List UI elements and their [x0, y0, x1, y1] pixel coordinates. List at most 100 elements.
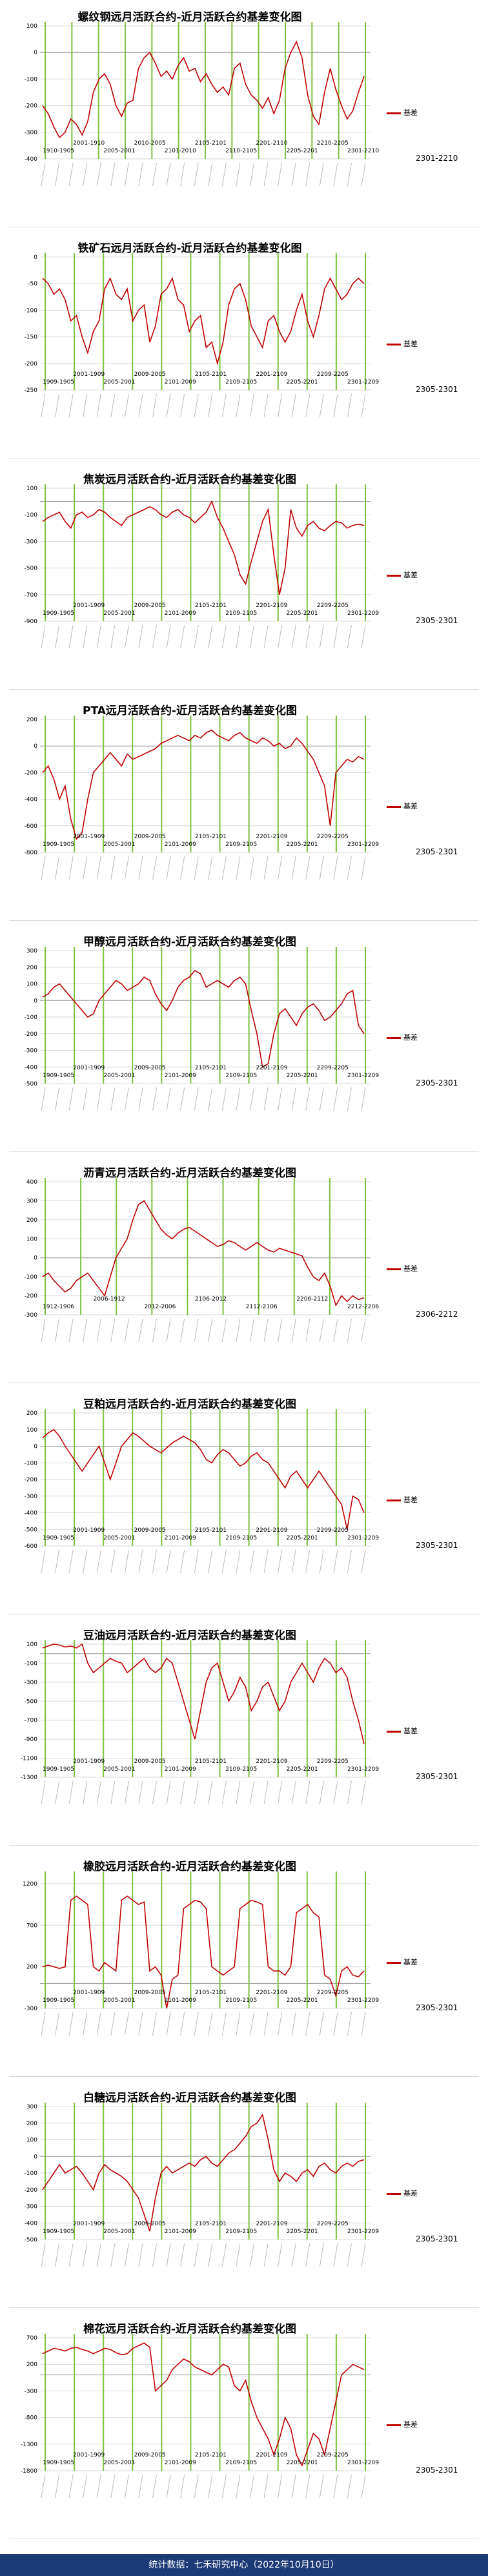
y-tick-label: 200 — [26, 2362, 37, 2368]
x-tick-mark — [152, 2243, 158, 2267]
x-tick-mark — [166, 2474, 171, 2499]
x-tick-mark — [361, 624, 366, 649]
x-tick-mark — [166, 2012, 171, 2036]
x-tick-mark — [180, 1549, 185, 1574]
x-tick-mark — [180, 1318, 185, 1343]
x-tick-mark — [249, 1318, 254, 1343]
y-tick-label: -200 — [25, 103, 38, 110]
y-tick-label: -800 — [25, 850, 38, 856]
y-tick-label: -300 — [25, 539, 38, 545]
x-tick-mark — [221, 1318, 227, 1343]
x-tick-mark — [347, 1780, 352, 1805]
period-label: 2101-2009 — [165, 610, 196, 617]
x-tick-mark — [96, 624, 101, 649]
x-tick-mark — [124, 1087, 129, 1111]
x-tick-mark — [180, 856, 185, 880]
x-tick-mark — [96, 1549, 101, 1574]
period-label: 2109-2105 — [225, 1997, 257, 2004]
legend-swatch — [387, 1730, 401, 1733]
y-tick-label: 700 — [26, 1922, 37, 1929]
period-label: 2205-2201 — [287, 2229, 318, 2235]
period-label: 2301-2209 — [347, 1766, 379, 1773]
chart-title: PTA远月活跃合约-近月活跃合约基差变化图 — [83, 705, 297, 717]
y-tick-label: 0 — [34, 2154, 37, 2160]
period-label: 2301-2209 — [347, 2229, 379, 2235]
period-label: 2301-2209 — [347, 1535, 379, 1541]
x-tick-mark — [194, 856, 199, 880]
x-tick-mark — [249, 1087, 254, 1111]
footer-source-note: 统计数据：七禾研究中心（2022年10月10日） — [0, 2554, 488, 2576]
x-tick-mark — [305, 393, 310, 418]
y-tick-label: -200 — [25, 770, 38, 776]
x-tick-mark — [236, 162, 241, 187]
period-label: 2109-2105 — [225, 2229, 257, 2235]
x-tick-mark — [249, 1549, 254, 1574]
x-tick-mark — [208, 162, 213, 187]
series-line-basis — [42, 2113, 365, 2232]
period-label: 2301-2209 — [347, 379, 379, 386]
chart-plot: 2000-200-400-600-8001909-19052001-190920… — [25, 716, 379, 880]
legend-swatch — [387, 343, 401, 345]
x-tick-mark — [278, 2243, 283, 2267]
chart-title: 棉花远月活跃合约-近月活跃合约基差变化图 — [83, 2323, 297, 2336]
legend-swatch — [387, 2424, 401, 2426]
legend-label: 基差 — [403, 802, 418, 810]
x-tick-mark — [221, 1087, 227, 1111]
period-label: 2009-2005 — [134, 834, 166, 840]
x-tick-mark — [208, 2012, 213, 2036]
chart-panel: 甲醇远月活跃合约-近月活跃合约基差变化图 300 200 100 0 -100 -200 -3… — [9, 929, 479, 1152]
x-tick-mark — [249, 1780, 254, 1805]
y-tick-label: 0 — [34, 1255, 37, 1262]
x-tick-mark — [263, 2474, 269, 2499]
period-label: 2201-2109 — [256, 371, 287, 378]
y-tick-label: 100 — [26, 982, 37, 988]
period-label: 2101-2009 — [165, 2229, 196, 2235]
chart-panel: 橡胶远月活跃合约-近月活跃合约基差变化图 1200 700 200 -300 1909-1… — [9, 1853, 479, 2077]
x-tick-mark — [208, 1087, 213, 1111]
x-tick-mark — [249, 2012, 254, 2036]
x-tick-mark — [55, 162, 60, 187]
x-tick-mark — [68, 2012, 74, 2036]
x-tick-mark — [333, 1318, 338, 1343]
x-tick-mark — [68, 1087, 74, 1111]
y-tick-label: -200 — [25, 1031, 38, 1038]
x-tick-mark — [291, 1087, 296, 1111]
x-tick-mark — [166, 856, 171, 880]
x-tick-mark — [305, 1549, 310, 1574]
period-label: 2009-2005 — [134, 2452, 166, 2458]
x-tick-mark — [124, 162, 129, 187]
legend-label: 基差 — [403, 1033, 418, 1042]
period-label: 2206-2112 — [296, 1296, 328, 1303]
legend-swatch — [387, 805, 401, 808]
legend-label: 基差 — [403, 1958, 418, 1966]
series-line-basis — [42, 1200, 365, 1307]
x-tick-mark — [138, 1087, 143, 1111]
x-tick-mark — [83, 2012, 88, 2036]
y-tick-label: 100 — [26, 1236, 37, 1242]
x-tick-mark — [110, 2474, 116, 2499]
x-tick-mark — [194, 1087, 199, 1111]
x-tick-mark — [221, 856, 227, 880]
chart-legend: 基差 — [387, 338, 418, 349]
x-tick-mark — [347, 393, 352, 418]
chart-legend: 基差 — [387, 1263, 418, 1273]
y-tick-label: 200 — [26, 1410, 37, 1417]
period-label: 2209-2205 — [317, 1065, 349, 1071]
period-label: 2209-2205 — [317, 371, 349, 378]
period-label: 1910-1905 — [43, 148, 74, 154]
x-tick-mark — [166, 1780, 171, 1805]
chart-panel: 铁矿石远月活跃合约-近月活跃合约基差变化图 0 -50 -100 -150 -200 -25… — [9, 235, 479, 459]
period-label: 2109-2105 — [225, 2460, 257, 2466]
x-tick-mark — [68, 856, 74, 880]
x-tick-mark — [194, 624, 199, 649]
y-tick-label: -300 — [25, 1048, 38, 1055]
period-label: 2005-2001 — [103, 1073, 135, 1079]
legend-swatch — [387, 1499, 401, 1501]
x-tick-mark — [208, 1549, 213, 1574]
x-tick-mark — [249, 856, 254, 880]
chart-plot: 100 -100 -300 -500 -700 -900 -1100 -1300 1909-19… — [21, 1640, 379, 1805]
y-tick-label: 200 — [26, 2121, 37, 2127]
x-tick-mark — [41, 856, 46, 880]
y-tick-label: 400 — [26, 1179, 37, 1186]
x-tick-mark — [41, 1780, 46, 1805]
